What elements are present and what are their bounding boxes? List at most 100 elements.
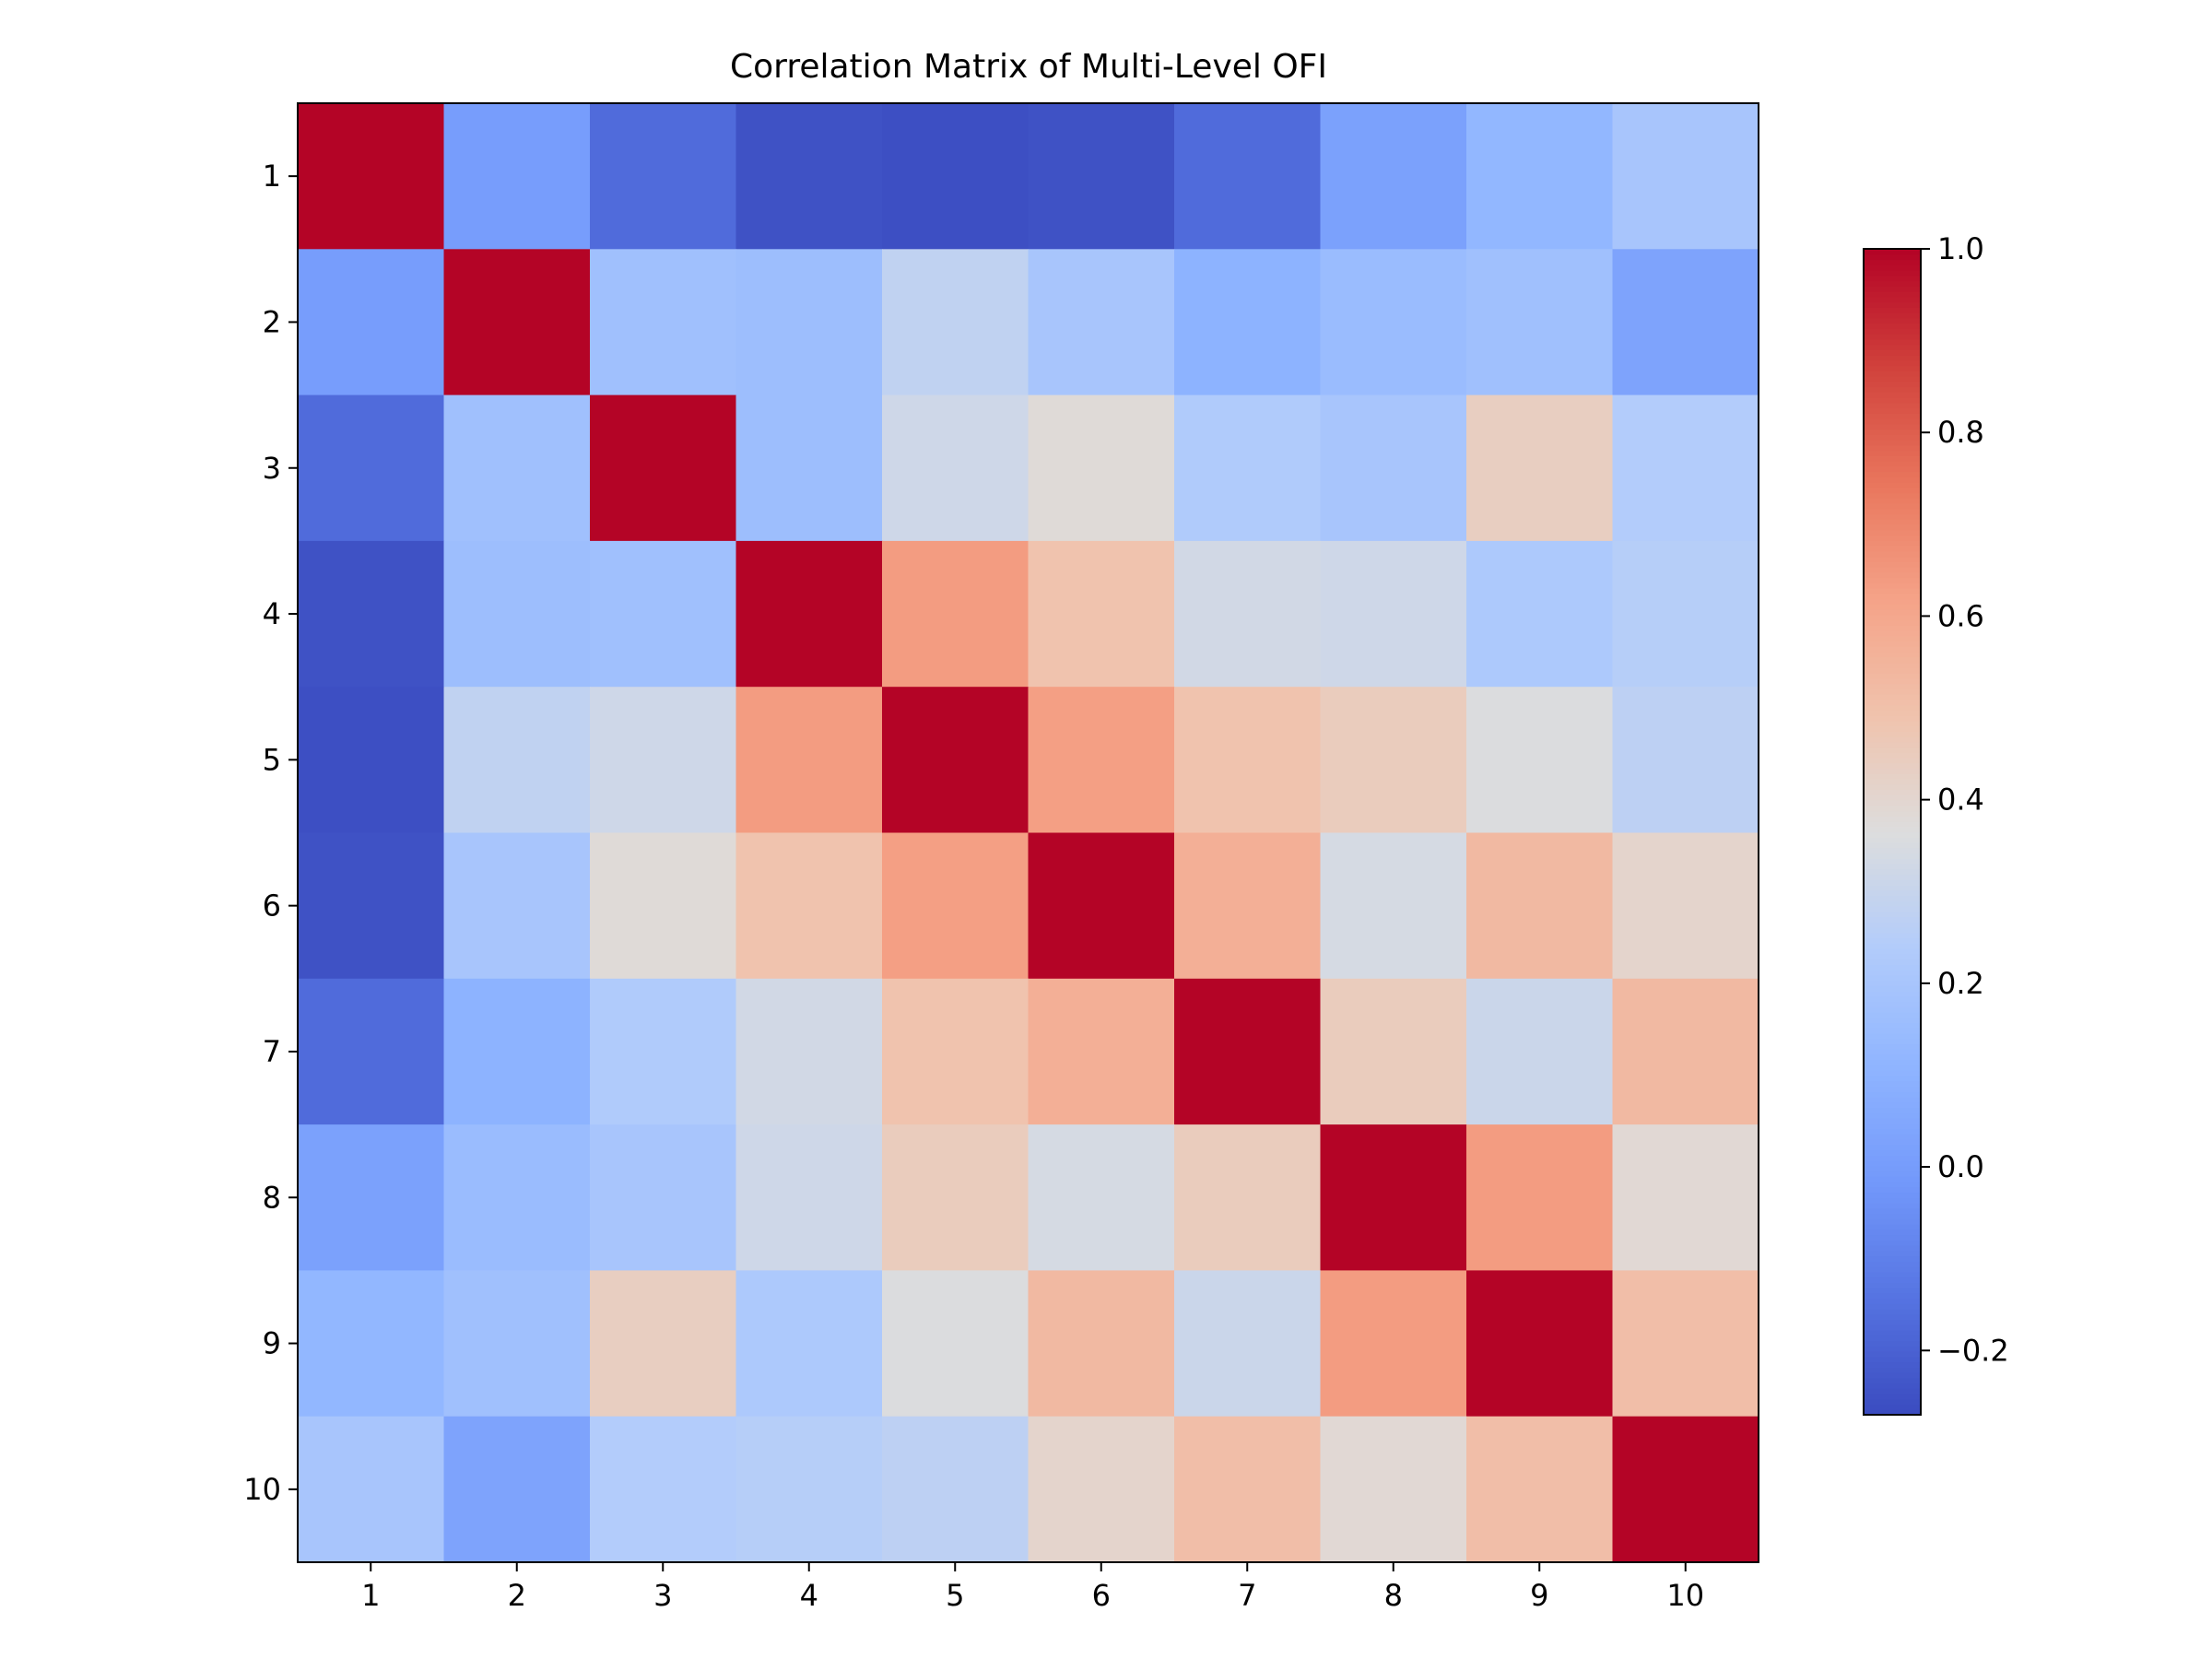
heatmap-cell-r1-c2 — [443, 103, 591, 250]
heatmap-cell-r6-c3 — [590, 832, 737, 980]
plot-frame — [297, 102, 1759, 1563]
colorbar-segment — [1864, 677, 1921, 685]
heatmap-cell-r6-c1 — [298, 832, 445, 980]
heatmap-cell-r2-c4 — [735, 249, 883, 396]
colorbar-segment — [1864, 386, 1921, 393]
colorbar-segment — [1864, 265, 1921, 271]
colorbar-segment — [1864, 1218, 1921, 1225]
heatmap-cell-r10-c2 — [443, 1416, 591, 1563]
colorbar-segment — [1864, 317, 1921, 324]
colorbar-segment — [1864, 853, 1921, 859]
colorbar-segment — [1864, 831, 1921, 838]
colorbar-segment — [1864, 991, 1921, 997]
colorbar-segment — [1864, 429, 1921, 435]
colorbar-segment — [1864, 349, 1921, 356]
heatmap-cell-r8-c3 — [590, 1124, 737, 1271]
x-axis: 1 2 3 4 5 6 7 8 9 10 — [361, 1562, 1704, 1613]
colorbar-segment — [1864, 540, 1921, 547]
colorbar-segment — [1864, 307, 1921, 313]
heatmap-cell-r2-c7 — [1174, 249, 1322, 396]
colorbar-segment — [1864, 604, 1921, 610]
colorbar-segment — [1864, 800, 1921, 806]
colorbar-segment — [1864, 1070, 1921, 1077]
heatmap-cell-r1-c5 — [882, 103, 1030, 250]
heatmap-cell-r2-c9 — [1466, 249, 1614, 396]
colorbar-segment — [1864, 1059, 1921, 1066]
colorbar-segment — [1864, 1197, 1921, 1204]
colorbar-tick-label: 0.4 — [1937, 782, 1984, 818]
colorbar-tick-label: 0.2 — [1937, 966, 1984, 1001]
x-tick-label: 5 — [946, 1578, 964, 1613]
colorbar-segment — [1864, 783, 1921, 791]
colorbar-segment — [1864, 879, 1921, 886]
heatmap-cell-r9-c5 — [882, 1270, 1030, 1418]
colorbar-segment — [1864, 1340, 1921, 1347]
colorbar-segment — [1864, 1213, 1921, 1219]
colorbar-segment — [1864, 249, 1921, 255]
colorbar-segment — [1864, 747, 1921, 753]
heatmap-cell-r5-c10 — [1612, 687, 1759, 834]
colorbar-segment — [1864, 1182, 1921, 1188]
colorbar-segment — [1864, 641, 1921, 647]
heatmap-cell-r3-c8 — [1320, 394, 1467, 542]
colorbar-segment — [1864, 1298, 1921, 1304]
heatmap-cell-r7-c10 — [1612, 978, 1759, 1125]
heatmap-cell-r1-c4 — [735, 103, 883, 250]
colorbar-segment — [1864, 334, 1921, 340]
colorbar-segment — [1864, 567, 1921, 573]
heatmap-cell-r4-c4 — [735, 540, 883, 688]
colorbar-segment — [1864, 1313, 1921, 1321]
colorbar-segment — [1864, 985, 1921, 992]
heatmap-cell-r8-c5 — [882, 1124, 1030, 1271]
y-tick-label: 10 — [243, 1472, 281, 1507]
colorbar-segment — [1864, 635, 1921, 642]
colorbar-segment — [1864, 1054, 1921, 1061]
colorbar-segment — [1864, 868, 1921, 876]
heatmap-cell-r3-c6 — [1028, 394, 1175, 542]
colorbar-segment — [1864, 673, 1921, 679]
colorbar-tick-label: 0.6 — [1937, 598, 1984, 633]
heatmap-cell-r2-c8 — [1320, 249, 1467, 396]
heatmap-cell-r6-c9 — [1466, 832, 1614, 980]
colorbar-segment — [1864, 444, 1921, 452]
colorbar-segment — [1864, 1351, 1921, 1358]
colorbar-segment — [1864, 508, 1921, 515]
colorbar-segment — [1864, 916, 1921, 923]
colorbar-segment — [1864, 1382, 1921, 1389]
colorbar-segment — [1864, 1282, 1921, 1288]
heatmap-cell-r5-c1 — [298, 687, 445, 834]
colorbar-segment — [1864, 359, 1921, 367]
heatmap-cell-r6-c5 — [882, 832, 1030, 980]
chart-title: Correlation Matrix of Multi-Level OFI — [730, 48, 1327, 86]
colorbar-segment — [1864, 1017, 1921, 1024]
heatmap-cell-r8-c1 — [298, 1124, 445, 1271]
colorbar-segment — [1864, 1080, 1921, 1088]
colorbar-segment — [1864, 513, 1921, 520]
heatmap-cell-r6-c2 — [443, 832, 591, 980]
colorbar-segment — [1864, 1128, 1921, 1135]
colorbar-segment — [1864, 1356, 1921, 1363]
colorbar-frame — [1863, 248, 1922, 1416]
heatmap-cell-r7-c2 — [443, 978, 591, 1125]
colorbar-segment — [1864, 1234, 1921, 1241]
colorbar-segment — [1864, 1255, 1921, 1262]
colorbar-segment — [1864, 652, 1921, 658]
colorbar-segment — [1864, 561, 1921, 568]
heatmap-cell-r9-c2 — [443, 1270, 591, 1418]
heatmap-cell-r2-c6 — [1028, 249, 1175, 396]
colorbar-segment — [1864, 1033, 1921, 1040]
colorbar-segment — [1864, 794, 1921, 801]
heatmap-cell-r1-c9 — [1466, 103, 1614, 250]
heatmap-cell-r2-c3 — [590, 249, 737, 396]
colorbar-segment — [1864, 413, 1921, 419]
x-tick-label: 10 — [1666, 1578, 1704, 1613]
colorbar-segment — [1864, 630, 1921, 637]
heatmap-cell-r5-c4 — [735, 687, 883, 834]
colorbar-segment — [1864, 1398, 1921, 1406]
colorbar-segment — [1864, 1203, 1921, 1209]
colorbar-segment — [1864, 842, 1921, 849]
colorbar-segment — [1864, 1076, 1921, 1082]
colorbar-segment — [1864, 1261, 1921, 1267]
colorbar-segment — [1864, 741, 1921, 748]
heatmap-cell-r9-c8 — [1320, 1270, 1467, 1418]
